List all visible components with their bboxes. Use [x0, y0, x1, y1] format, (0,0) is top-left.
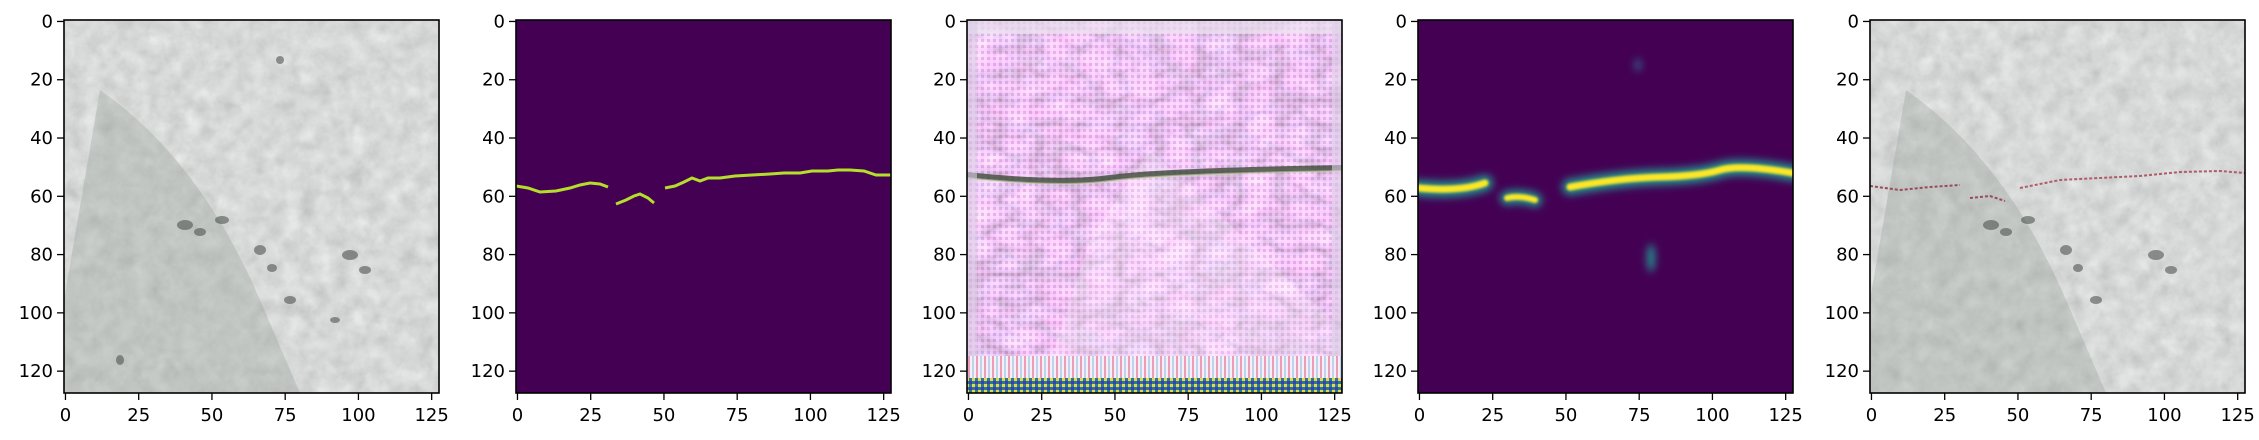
y-tick-label: 120 — [471, 361, 505, 382]
x-tick-label: 100 — [2147, 405, 2181, 426]
y-tick-label: 100 — [19, 303, 53, 324]
panel-1-image — [64, 20, 439, 393]
x-tick-label: 75 — [726, 405, 749, 426]
y-tick-label: 40 — [30, 128, 53, 149]
x-tick-label: 125 — [1768, 405, 1802, 426]
y-tick-label: 100 — [1373, 303, 1407, 324]
axes-4: 0 25 50 75 100 125 0 20 40 60 80 100 120 — [1373, 11, 1803, 426]
x-tick-label: 100 — [793, 405, 827, 426]
x-tick-label: 0 — [1414, 405, 1425, 426]
y-tick-label: 20 — [933, 70, 956, 91]
y-tick-label: 0 — [1396, 11, 1407, 32]
x-tick-label: 125 — [2220, 405, 2254, 426]
y-tick-label: 0 — [494, 11, 505, 32]
x-tick-label: 25 — [1030, 405, 1053, 426]
x-tick-label: 0 — [512, 405, 523, 426]
y-tick-label: 40 — [1836, 128, 1859, 149]
x-tick-label: 0 — [963, 405, 974, 426]
panel-5-overlay — [1870, 20, 2245, 393]
x-tick-label: 125 — [866, 405, 900, 426]
y-tick-label: 60 — [482, 186, 505, 207]
y-tick-label: 40 — [482, 128, 505, 149]
x-tick-label: 100 — [1244, 405, 1278, 426]
axes-1: 0 25 50 75 100 125 0 20 40 60 80 100 120 — [19, 11, 449, 426]
y-tick-label: 80 — [1836, 245, 1859, 266]
x-tick-label: 25 — [1481, 405, 1504, 426]
x-tick-label: 75 — [2080, 405, 2103, 426]
axes-frame — [63, 19, 440, 394]
y-tick-label: 100 — [471, 303, 505, 324]
y-tick-label: 80 — [1384, 245, 1407, 266]
x-tick-label: 25 — [1933, 405, 1956, 426]
axes-frame — [1417, 19, 1794, 394]
y-tick-label: 20 — [1836, 70, 1859, 91]
mask-crack-line — [615, 192, 655, 206]
panel-3-reconstruction — [967, 20, 1342, 393]
panel-2-mask — [516, 20, 891, 393]
axes-frame — [515, 19, 892, 394]
y-tick-label: 0 — [1848, 11, 1859, 32]
y-tick-label: 0 — [945, 11, 956, 32]
x-tick-label: 75 — [1177, 405, 1200, 426]
x-tick-label: 125 — [414, 405, 448, 426]
y-tick-label: 0 — [42, 11, 53, 32]
x-tick-label: 100 — [341, 405, 375, 426]
x-tick-label: 75 — [1628, 405, 1651, 426]
y-tick-label: 120 — [19, 361, 53, 382]
mask-crack-line — [516, 181, 609, 194]
axes-5: 0 25 50 75 100 125 0 20 40 60 80 100 120 — [1825, 11, 2255, 426]
y-tick-label: 60 — [933, 186, 956, 207]
x-tick-label: 50 — [652, 405, 675, 426]
y-tick-label: 120 — [1825, 361, 1859, 382]
y-tick-label: 80 — [30, 245, 53, 266]
y-tick-label: 80 — [482, 245, 505, 266]
x-tick-label: 25 — [127, 405, 150, 426]
y-tick-label: 80 — [933, 245, 956, 266]
y-tick-label: 20 — [482, 70, 505, 91]
y-tick-label: 40 — [1384, 128, 1407, 149]
panel-4-heatmap — [1418, 20, 1793, 393]
y-tick-label: 120 — [922, 361, 956, 382]
x-tick-label: 50 — [200, 405, 223, 426]
axes-frame — [966, 19, 1343, 394]
y-tick-label: 100 — [922, 303, 956, 324]
x-tick-label: 0 — [1866, 405, 1877, 426]
y-tick-label: 40 — [933, 128, 956, 149]
axes-frame — [1869, 19, 2246, 394]
y-tick-label: 120 — [1373, 361, 1407, 382]
x-tick-label: 75 — [274, 405, 297, 426]
x-tick-label: 50 — [1103, 405, 1126, 426]
mask-crack-line — [664, 168, 891, 190]
x-tick-label: 25 — [579, 405, 602, 426]
y-tick-label: 60 — [1836, 186, 1859, 207]
x-tick-label: 125 — [1317, 405, 1351, 426]
y-tick-label: 20 — [30, 70, 53, 91]
x-tick-label: 0 — [60, 405, 71, 426]
x-tick-label: 50 — [2006, 405, 2029, 426]
axes-2: 0 25 50 75 100 125 0 20 40 60 80 100 120 — [471, 11, 901, 426]
x-tick-label: 50 — [1554, 405, 1577, 426]
x-tick-label: 100 — [1695, 405, 1729, 426]
y-tick-label: 100 — [1825, 303, 1859, 324]
y-tick-label: 20 — [1384, 70, 1407, 91]
axes-3: 0 25 50 75 100 125 0 20 40 60 80 100 120 — [922, 11, 1352, 426]
y-tick-label: 60 — [30, 186, 53, 207]
y-tick-label: 60 — [1384, 186, 1407, 207]
